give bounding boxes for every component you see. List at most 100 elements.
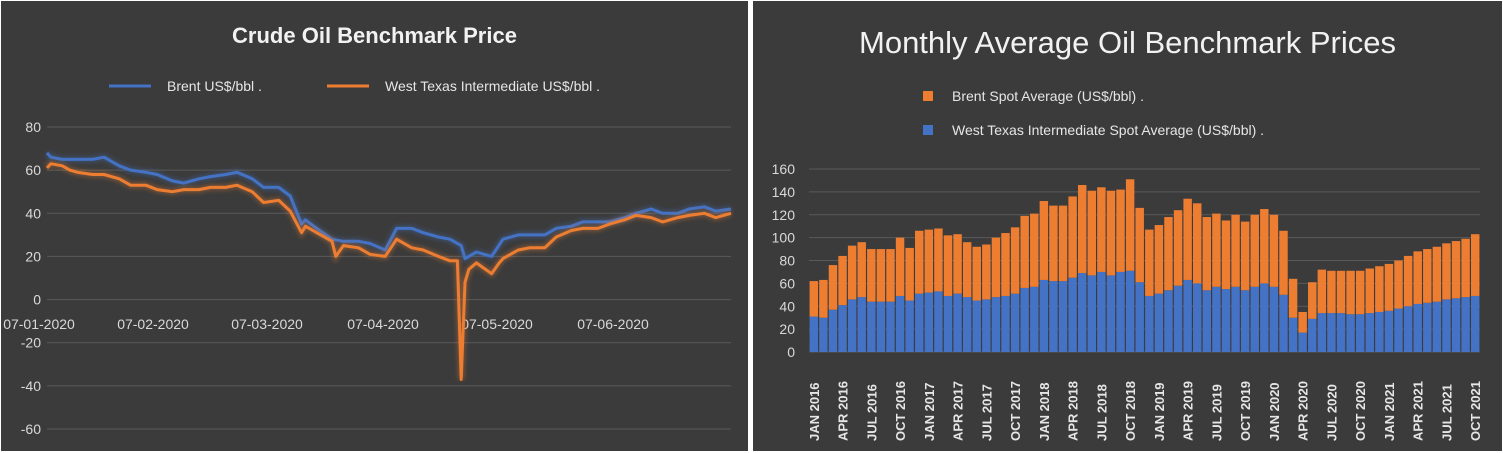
- bar-wti: [1221, 289, 1231, 352]
- bar-brent: [847, 245, 857, 300]
- bar-wti: [1231, 286, 1240, 352]
- bar-wti: [1049, 281, 1058, 352]
- bar-wti: [1173, 285, 1183, 352]
- x-tick-label: JUL 2019: [1209, 384, 1224, 441]
- bar-wti: [1212, 286, 1221, 352]
- bar-wti: [1327, 313, 1336, 352]
- bar-wti: [1413, 303, 1422, 352]
- bar-wti: [1193, 283, 1202, 353]
- bar-brent: [953, 234, 962, 294]
- bar-brent: [1173, 210, 1183, 286]
- bar-wti: [1461, 297, 1470, 352]
- bar-brent: [934, 228, 943, 292]
- bar-brent: [1020, 215, 1029, 288]
- legend-label: Brent US$/bbl .: [167, 78, 262, 94]
- bar-wti: [982, 299, 991, 352]
- bar-brent: [1183, 198, 1192, 280]
- bar-brent: [819, 279, 828, 318]
- bar-wti: [819, 317, 828, 352]
- bar-brent: [1058, 205, 1068, 282]
- bar-brent: [1279, 230, 1288, 295]
- bar-brent: [1432, 246, 1442, 302]
- right-chart-panel: Monthly Average Oil Benchmark Prices 160…: [753, 1, 1502, 451]
- bar-brent: [1193, 203, 1202, 284]
- bar-wti: [1403, 306, 1413, 352]
- bar-brent: [1097, 187, 1106, 272]
- y-tick-label: 40: [779, 298, 795, 314]
- x-tick-label: APR 2021: [1411, 381, 1426, 441]
- bar-brent: [1355, 270, 1365, 315]
- bar-wti: [1154, 293, 1164, 352]
- bar-wti: [1106, 275, 1116, 352]
- series-glow: [44, 160, 732, 380]
- bar-brent: [1039, 201, 1049, 280]
- bar-brent: [857, 242, 866, 298]
- x-tick-label: APR 2020: [1296, 381, 1311, 441]
- x-tick-label: JUL 2016: [864, 384, 879, 441]
- bar-brent: [838, 255, 847, 306]
- bar-wti: [1145, 295, 1154, 352]
- x-tick-label: APR 2019: [1181, 381, 1196, 441]
- bar-wti: [1336, 313, 1346, 352]
- x-tick-label: OCT 2019: [1238, 381, 1253, 441]
- bar-brent: [915, 230, 924, 294]
- bar-brent: [1461, 238, 1470, 298]
- bar-brent: [1231, 214, 1240, 287]
- bar-wti: [809, 316, 819, 352]
- y-tick-label: -40: [21, 378, 41, 394]
- bar-wti: [1317, 313, 1327, 352]
- x-tick-label: JAN 2019: [1152, 382, 1167, 441]
- y-tick-label: 80: [25, 119, 41, 135]
- x-tick-label: JAN 2020: [1267, 382, 1282, 441]
- bar-brent: [1384, 263, 1394, 311]
- bar-wti: [1355, 314, 1365, 352]
- bar-wti: [1470, 295, 1480, 352]
- bar-brent: [1125, 179, 1135, 271]
- y-tick-label: 80: [779, 253, 795, 269]
- bar-wti: [838, 305, 847, 352]
- bar-brent: [876, 249, 886, 302]
- bar-wti: [1030, 286, 1039, 352]
- bar-brent: [1154, 225, 1164, 294]
- left-chart-panel: Crude Oil Benchmark Price 80 60 40 20 0 -20 -4…: [1, 1, 748, 451]
- x-tick-label: OCT 2018: [1123, 381, 1138, 441]
- bar-brent: [924, 229, 934, 293]
- y-tick-label: 0: [33, 292, 41, 308]
- bar-wti: [1058, 281, 1068, 352]
- chart-title: Monthly Average Oil Benchmark Prices: [859, 25, 1396, 60]
- bar-brent: [1106, 190, 1116, 276]
- bar-brent: [1403, 255, 1413, 307]
- bar-brent: [1250, 214, 1259, 287]
- bar-brent: [809, 281, 819, 317]
- bar-brent: [1260, 209, 1269, 284]
- bar-wti: [1183, 279, 1192, 352]
- bar-brent: [1346, 270, 1355, 315]
- bar-wti: [1116, 271, 1125, 352]
- bar-brent: [991, 237, 1001, 298]
- bar-wti: [1451, 298, 1461, 352]
- bar-wti: [1125, 270, 1135, 352]
- bar-wti: [943, 295, 953, 352]
- series-line: [45, 151, 732, 261]
- bar-brent: [1423, 249, 1432, 303]
- bar-brent: [962, 242, 972, 298]
- bar-brent: [1212, 213, 1221, 287]
- x-tick-label: APR 2018: [1066, 381, 1081, 441]
- bar-brent: [1221, 220, 1231, 290]
- bar-brent: [1049, 205, 1058, 282]
- series-line: [45, 162, 732, 381]
- bar-brent: [1442, 243, 1451, 300]
- x-tick-label: JUL 2020: [1324, 384, 1339, 441]
- bar-brent: [867, 249, 876, 302]
- legend-swatch: [923, 91, 933, 101]
- x-tick-label: OCT 2017: [1008, 381, 1023, 441]
- bar-wti: [1250, 286, 1259, 352]
- x-tick-label: JUL 2021: [1439, 384, 1454, 441]
- bar-brent: [1164, 217, 1173, 291]
- bar-wti: [886, 301, 895, 352]
- bar-brent: [1451, 241, 1461, 299]
- y-tick-label: 40: [25, 205, 41, 221]
- bar-wti: [1068, 277, 1077, 352]
- bar-brent: [828, 265, 838, 310]
- x-tick-label: 07-02-2020: [117, 316, 189, 332]
